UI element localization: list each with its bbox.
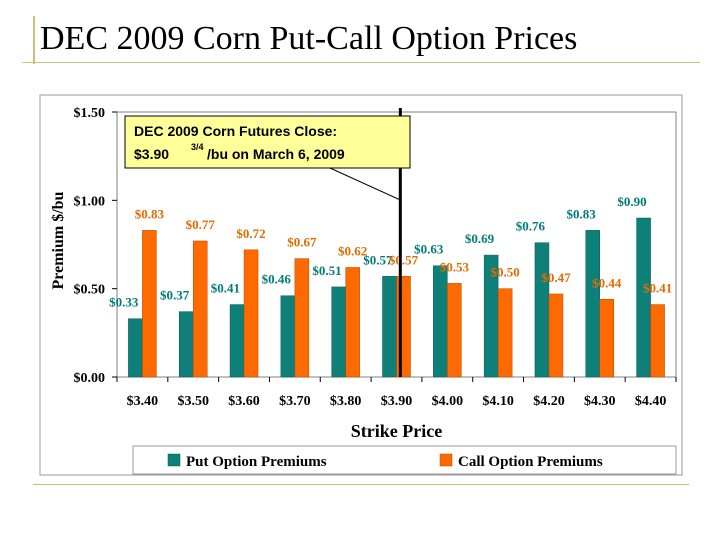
bar-call — [447, 283, 462, 378]
x-tick-label: $3.70 — [279, 394, 311, 409]
bar-call — [192, 240, 208, 378]
data-label-put: $0.41 — [211, 281, 240, 296]
legend-box — [132, 445, 677, 475]
x-tick-label: $3.60 — [228, 394, 260, 409]
callout-line-2-rest: /bu on March 6, 2009 — [207, 146, 345, 162]
legend-swatch-call — [439, 453, 453, 467]
data-label-put: $0.46 — [262, 272, 292, 287]
legend-swatch-put — [167, 453, 181, 467]
x-tick-label: $4.00 — [432, 394, 464, 409]
x-tick-label: $4.40 — [635, 394, 667, 409]
bar-call — [396, 276, 411, 378]
data-label-put: $0.76 — [516, 219, 546, 234]
callout-line-1: DEC 2009 Corn Futures Close: — [134, 123, 337, 139]
data-label-put: $0.57 — [363, 252, 393, 267]
y-tick-label: $1.50 — [74, 106, 106, 121]
bar-call — [548, 293, 564, 378]
bar-put — [433, 265, 448, 378]
x-tick-label: $3.80 — [330, 394, 362, 409]
bar-put — [331, 286, 346, 378]
data-label-put: $0.51 — [312, 263, 341, 278]
data-label-call: $0.62 — [338, 243, 367, 258]
data-label-put: $0.37 — [160, 288, 190, 303]
title-accent-bar — [33, 16, 35, 64]
data-label-call: $0.67 — [287, 235, 317, 250]
callout-box — [124, 115, 411, 169]
callout-price: $3.90 — [134, 146, 169, 162]
bar-put — [534, 242, 550, 378]
data-label-put: $0.83 — [567, 206, 597, 221]
data-label-put: $0.33 — [109, 295, 139, 310]
bar-put — [382, 276, 397, 378]
y-tick-label: $0.50 — [74, 283, 106, 298]
y-tick-label: $1.00 — [74, 194, 106, 209]
callout-leader — [329, 167, 401, 201]
bar-put — [128, 318, 143, 378]
data-label-call: $0.47 — [541, 270, 571, 285]
data-label-call: $0.83 — [135, 206, 165, 221]
bar-call — [650, 304, 665, 378]
data-label-call: $0.53 — [440, 259, 470, 274]
data-label-call: $0.57 — [389, 252, 419, 267]
data-label-call: $0.41 — [643, 281, 672, 296]
y-tick-label: $0.00 — [74, 371, 106, 386]
bar-call — [243, 249, 259, 378]
bar-call — [345, 267, 360, 378]
data-label-put: $0.90 — [617, 194, 646, 209]
slide-title: DEC 2009 Corn Put-Call Option Prices — [40, 20, 578, 57]
legend-label-call: Call Option Premiums — [458, 454, 603, 470]
x-tick-label: $4.30 — [584, 394, 616, 409]
bar-put — [585, 230, 601, 378]
x-tick-label: $3.90 — [381, 394, 413, 409]
data-label-call: $0.44 — [592, 275, 622, 290]
chart-frame — [39, 94, 683, 476]
bar-call — [294, 258, 310, 378]
bar-put — [229, 304, 245, 378]
bar-put — [178, 311, 194, 378]
y-axis-title: Premium $/bu — [50, 191, 67, 289]
bar-put — [636, 217, 651, 378]
x-tick-label: $3.50 — [177, 394, 209, 409]
x-tick-label: $4.20 — [533, 394, 565, 409]
x-tick-label: $3.40 — [127, 394, 159, 409]
bar-call — [142, 230, 157, 378]
x-tick-label: $4.10 — [482, 394, 514, 409]
legend-label-put: Put Option Premiums — [186, 454, 327, 470]
data-label-call: $0.72 — [236, 226, 265, 241]
x-axis-title: Strike Price — [351, 421, 442, 441]
bar-call — [599, 299, 615, 378]
bar-put — [280, 295, 296, 378]
callout-fraction: 3/4 — [191, 142, 204, 152]
footer-divider — [33, 484, 689, 485]
title-divider — [22, 62, 700, 63]
bar-call — [497, 288, 513, 378]
data-label-call: $0.50 — [491, 265, 520, 280]
data-label-put: $0.69 — [465, 231, 495, 246]
data-label-call: $0.77 — [186, 217, 216, 232]
data-label-put: $0.63 — [414, 242, 444, 257]
